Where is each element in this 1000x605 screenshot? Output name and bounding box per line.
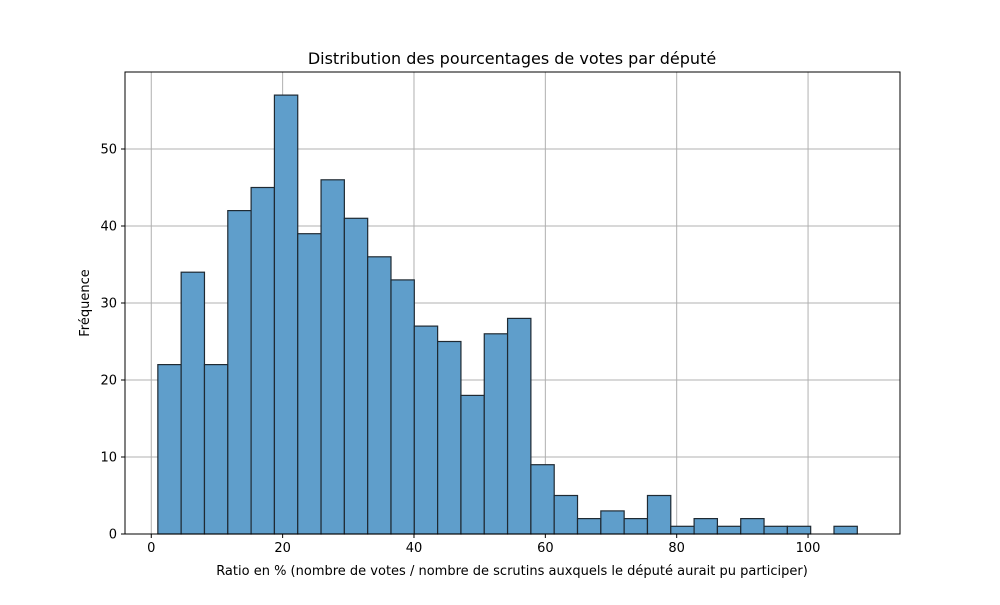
y-tick-label: 30 — [100, 297, 117, 312]
histogram-bar — [506, 317, 532, 535]
y-tick-label: 50 — [100, 143, 117, 158]
histogram-bar — [227, 210, 252, 535]
histogram-bar — [646, 494, 672, 535]
x-tick-label: 40 — [406, 541, 423, 556]
histogram-bar — [600, 510, 625, 535]
y-tick-label: 0 — [109, 528, 117, 543]
x-tick-label: 100 — [796, 541, 821, 556]
chart-title: Distribution des pourcentages de votes p… — [308, 49, 716, 68]
histogram-bar — [576, 517, 602, 535]
y-axis-label: Fréquence — [78, 269, 93, 336]
histogram-bar — [413, 325, 439, 535]
histogram-bar — [833, 525, 858, 535]
histogram-bar — [670, 525, 695, 535]
x-axis-label: Ratio en % (nombre de votes / nombre de … — [216, 564, 808, 579]
histogram-bar — [763, 525, 788, 535]
histogram-bar — [716, 525, 742, 535]
x-tick-label: 0 — [147, 541, 155, 556]
y-tick-label: 10 — [100, 451, 117, 466]
histogram-bar — [693, 517, 719, 535]
histogram-bar — [437, 340, 462, 535]
x-tick-label: 80 — [668, 541, 685, 556]
x-tick-label: 20 — [274, 541, 291, 556]
histogram-bar — [250, 186, 276, 535]
histogram-bar — [553, 494, 579, 535]
histogram-bar — [390, 279, 415, 535]
histogram-bar — [320, 179, 345, 535]
histogram-bar — [483, 333, 509, 535]
histogram-bar — [786, 525, 812, 535]
histogram-bar — [623, 517, 649, 535]
histogram-bar — [740, 517, 765, 535]
y-tick-label: 20 — [100, 374, 117, 389]
histogram-bar — [343, 217, 369, 535]
y-tick-label: 40 — [100, 220, 117, 235]
histogram-bar — [530, 464, 555, 535]
axis-ticks: 0 20 40 60 80 100 0 10 20 30 40 50 — [100, 143, 820, 557]
x-tick-label: 60 — [537, 541, 554, 556]
histogram-bar — [367, 256, 392, 535]
histogram-bar — [273, 94, 299, 535]
histogram-bar — [180, 271, 206, 535]
histogram-bar — [297, 233, 322, 535]
histogram-bar — [157, 364, 182, 535]
histogram-bar — [460, 394, 485, 535]
histogram-bar — [203, 364, 229, 535]
